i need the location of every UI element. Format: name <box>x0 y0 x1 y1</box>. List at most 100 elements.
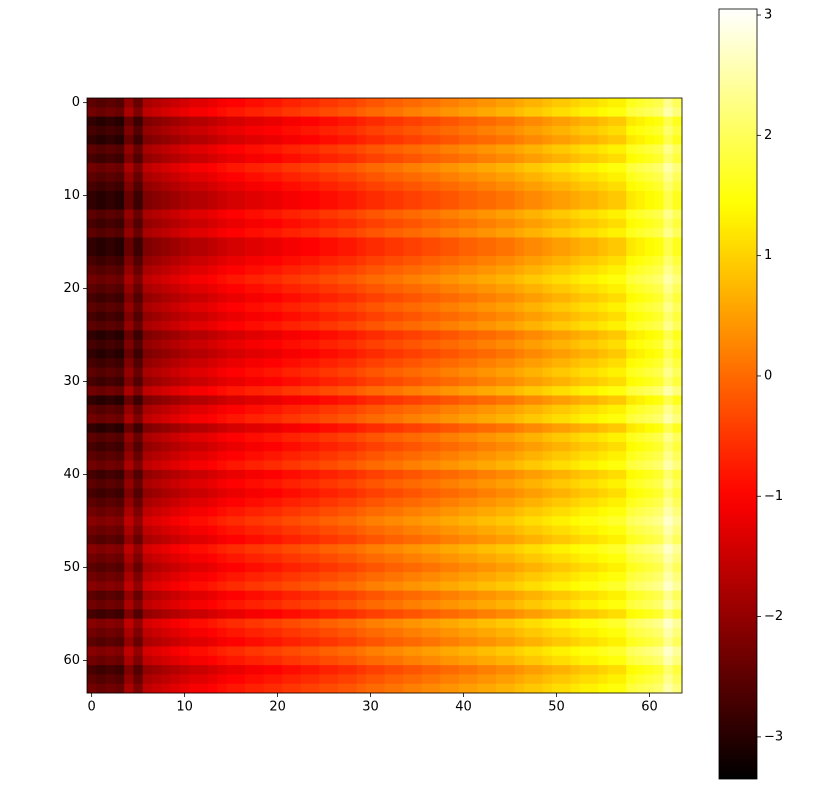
cell <box>486 590 497 601</box>
cell <box>105 321 116 331</box>
cell <box>114 200 125 210</box>
cell <box>486 386 497 396</box>
cell <box>403 107 413 117</box>
cell <box>403 293 413 303</box>
cell <box>616 609 627 620</box>
cell <box>533 627 543 638</box>
cell <box>663 367 674 378</box>
cell <box>207 218 218 229</box>
cell <box>133 283 144 294</box>
cell <box>635 172 646 183</box>
cell <box>551 135 562 145</box>
cell <box>263 172 274 183</box>
cell <box>198 339 209 350</box>
cell <box>87 218 97 229</box>
cell <box>272 190 283 201</box>
cell <box>254 218 265 229</box>
cell <box>282 311 292 322</box>
cell <box>579 135 590 145</box>
cell <box>235 98 246 108</box>
cell <box>189 237 199 248</box>
cell <box>152 256 162 266</box>
cell <box>375 441 385 452</box>
cell <box>365 209 376 220</box>
cell <box>310 144 320 155</box>
cell <box>468 600 478 610</box>
cell <box>105 107 116 117</box>
cell <box>300 618 311 629</box>
cell <box>189 246 199 257</box>
cell <box>607 163 618 173</box>
cell <box>170 581 181 592</box>
cell <box>477 469 488 480</box>
cell <box>598 479 609 489</box>
cell <box>505 414 516 424</box>
x-tick-label: 20 <box>269 700 286 715</box>
cell <box>189 302 199 313</box>
cell <box>579 367 590 378</box>
cell <box>626 451 636 461</box>
cell <box>356 228 367 238</box>
cell <box>347 534 358 545</box>
cell <box>672 330 683 341</box>
cell <box>291 209 302 220</box>
cell <box>523 525 534 536</box>
cell <box>672 349 683 359</box>
cell <box>124 627 134 638</box>
cell <box>217 432 227 443</box>
cell <box>607 200 618 210</box>
cell <box>198 600 209 610</box>
cell <box>523 265 534 276</box>
cell <box>468 674 478 685</box>
cell <box>189 414 199 424</box>
cell <box>87 98 97 108</box>
cell <box>282 572 292 582</box>
cell <box>124 469 134 480</box>
cell <box>319 674 330 685</box>
cell <box>654 274 664 285</box>
cell <box>598 451 609 461</box>
cell <box>449 423 460 434</box>
cell <box>635 274 646 285</box>
cell <box>189 107 199 117</box>
cell <box>607 414 618 424</box>
cell <box>626 414 636 424</box>
cell <box>440 451 450 461</box>
cell <box>245 525 255 536</box>
cell <box>626 497 636 508</box>
cell <box>142 274 153 285</box>
cell <box>616 274 627 285</box>
cell <box>449 367 460 378</box>
cell <box>282 163 292 173</box>
cell <box>384 163 395 173</box>
cell <box>449 655 460 666</box>
cell <box>598 367 609 378</box>
cell <box>245 488 255 499</box>
cell <box>87 590 97 601</box>
cell <box>365 246 376 257</box>
cell <box>338 218 348 229</box>
cell <box>161 646 172 657</box>
cell <box>319 358 330 369</box>
cell <box>561 683 571 694</box>
cell <box>114 358 125 369</box>
cell <box>300 367 311 378</box>
cell <box>589 172 599 183</box>
cell <box>338 256 348 266</box>
cell <box>272 600 283 610</box>
cell <box>356 98 367 108</box>
cell <box>514 256 525 266</box>
cell <box>654 553 664 564</box>
cell <box>644 349 655 359</box>
cell <box>644 274 655 285</box>
cell <box>505 497 516 508</box>
cell <box>551 321 562 331</box>
cell <box>654 125 664 136</box>
cell <box>533 200 543 210</box>
cell <box>393 153 404 164</box>
cell <box>375 544 385 554</box>
cell <box>616 163 627 173</box>
cell <box>217 590 227 601</box>
cell <box>579 163 590 173</box>
cell <box>87 172 97 183</box>
